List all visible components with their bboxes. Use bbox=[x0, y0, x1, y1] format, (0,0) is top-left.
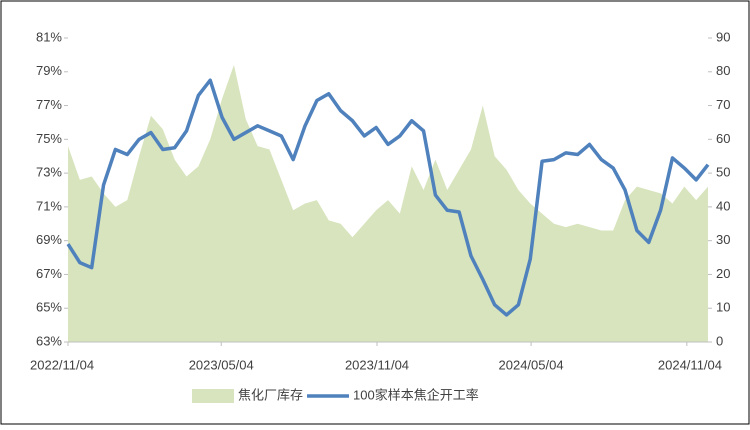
y-tick-label: 69% bbox=[36, 232, 62, 247]
y-tick-label: 81% bbox=[36, 29, 62, 44]
y2-tick-label: 10 bbox=[716, 300, 730, 315]
y2-tick-label: 0 bbox=[716, 333, 723, 348]
x-tick-label: 2024/05/04 bbox=[499, 357, 564, 372]
y2-tick-label: 30 bbox=[716, 232, 730, 247]
y2-tick-label: 90 bbox=[716, 29, 730, 44]
x-tick-label: 2023/05/04 bbox=[189, 357, 254, 372]
y-tick-label: 75% bbox=[36, 131, 62, 146]
area bbox=[68, 65, 708, 343]
y-tick-label: 77% bbox=[36, 97, 62, 112]
x-tick-label: 2024/11/04 bbox=[658, 357, 722, 372]
y-tick-label: 63% bbox=[36, 333, 62, 348]
y2-tick-label: 70 bbox=[716, 97, 730, 112]
y2-tick-label: 80 bbox=[716, 63, 730, 78]
y-tick-label: 65% bbox=[36, 300, 62, 315]
y2-tick-label: 50 bbox=[716, 165, 730, 180]
x-tick-label: 2022/11/04 bbox=[30, 357, 94, 372]
legend-swatch bbox=[192, 389, 234, 403]
legend-label: 焦化厂库存 bbox=[238, 387, 303, 402]
y-tick-label: 67% bbox=[36, 266, 62, 281]
y2-tick-label: 20 bbox=[716, 266, 730, 281]
y-tick-label: 71% bbox=[36, 198, 62, 213]
legend-label: 100家样本焦企开工率 bbox=[353, 387, 479, 402]
y-tick-label: 73% bbox=[36, 165, 62, 180]
x-tick-label: 2023/11/04 bbox=[345, 357, 409, 372]
y2-tick-label: 40 bbox=[716, 198, 730, 213]
y2-tick-label: 60 bbox=[716, 131, 730, 146]
y-tick-label: 79% bbox=[36, 63, 62, 78]
line bbox=[66, 78, 710, 317]
